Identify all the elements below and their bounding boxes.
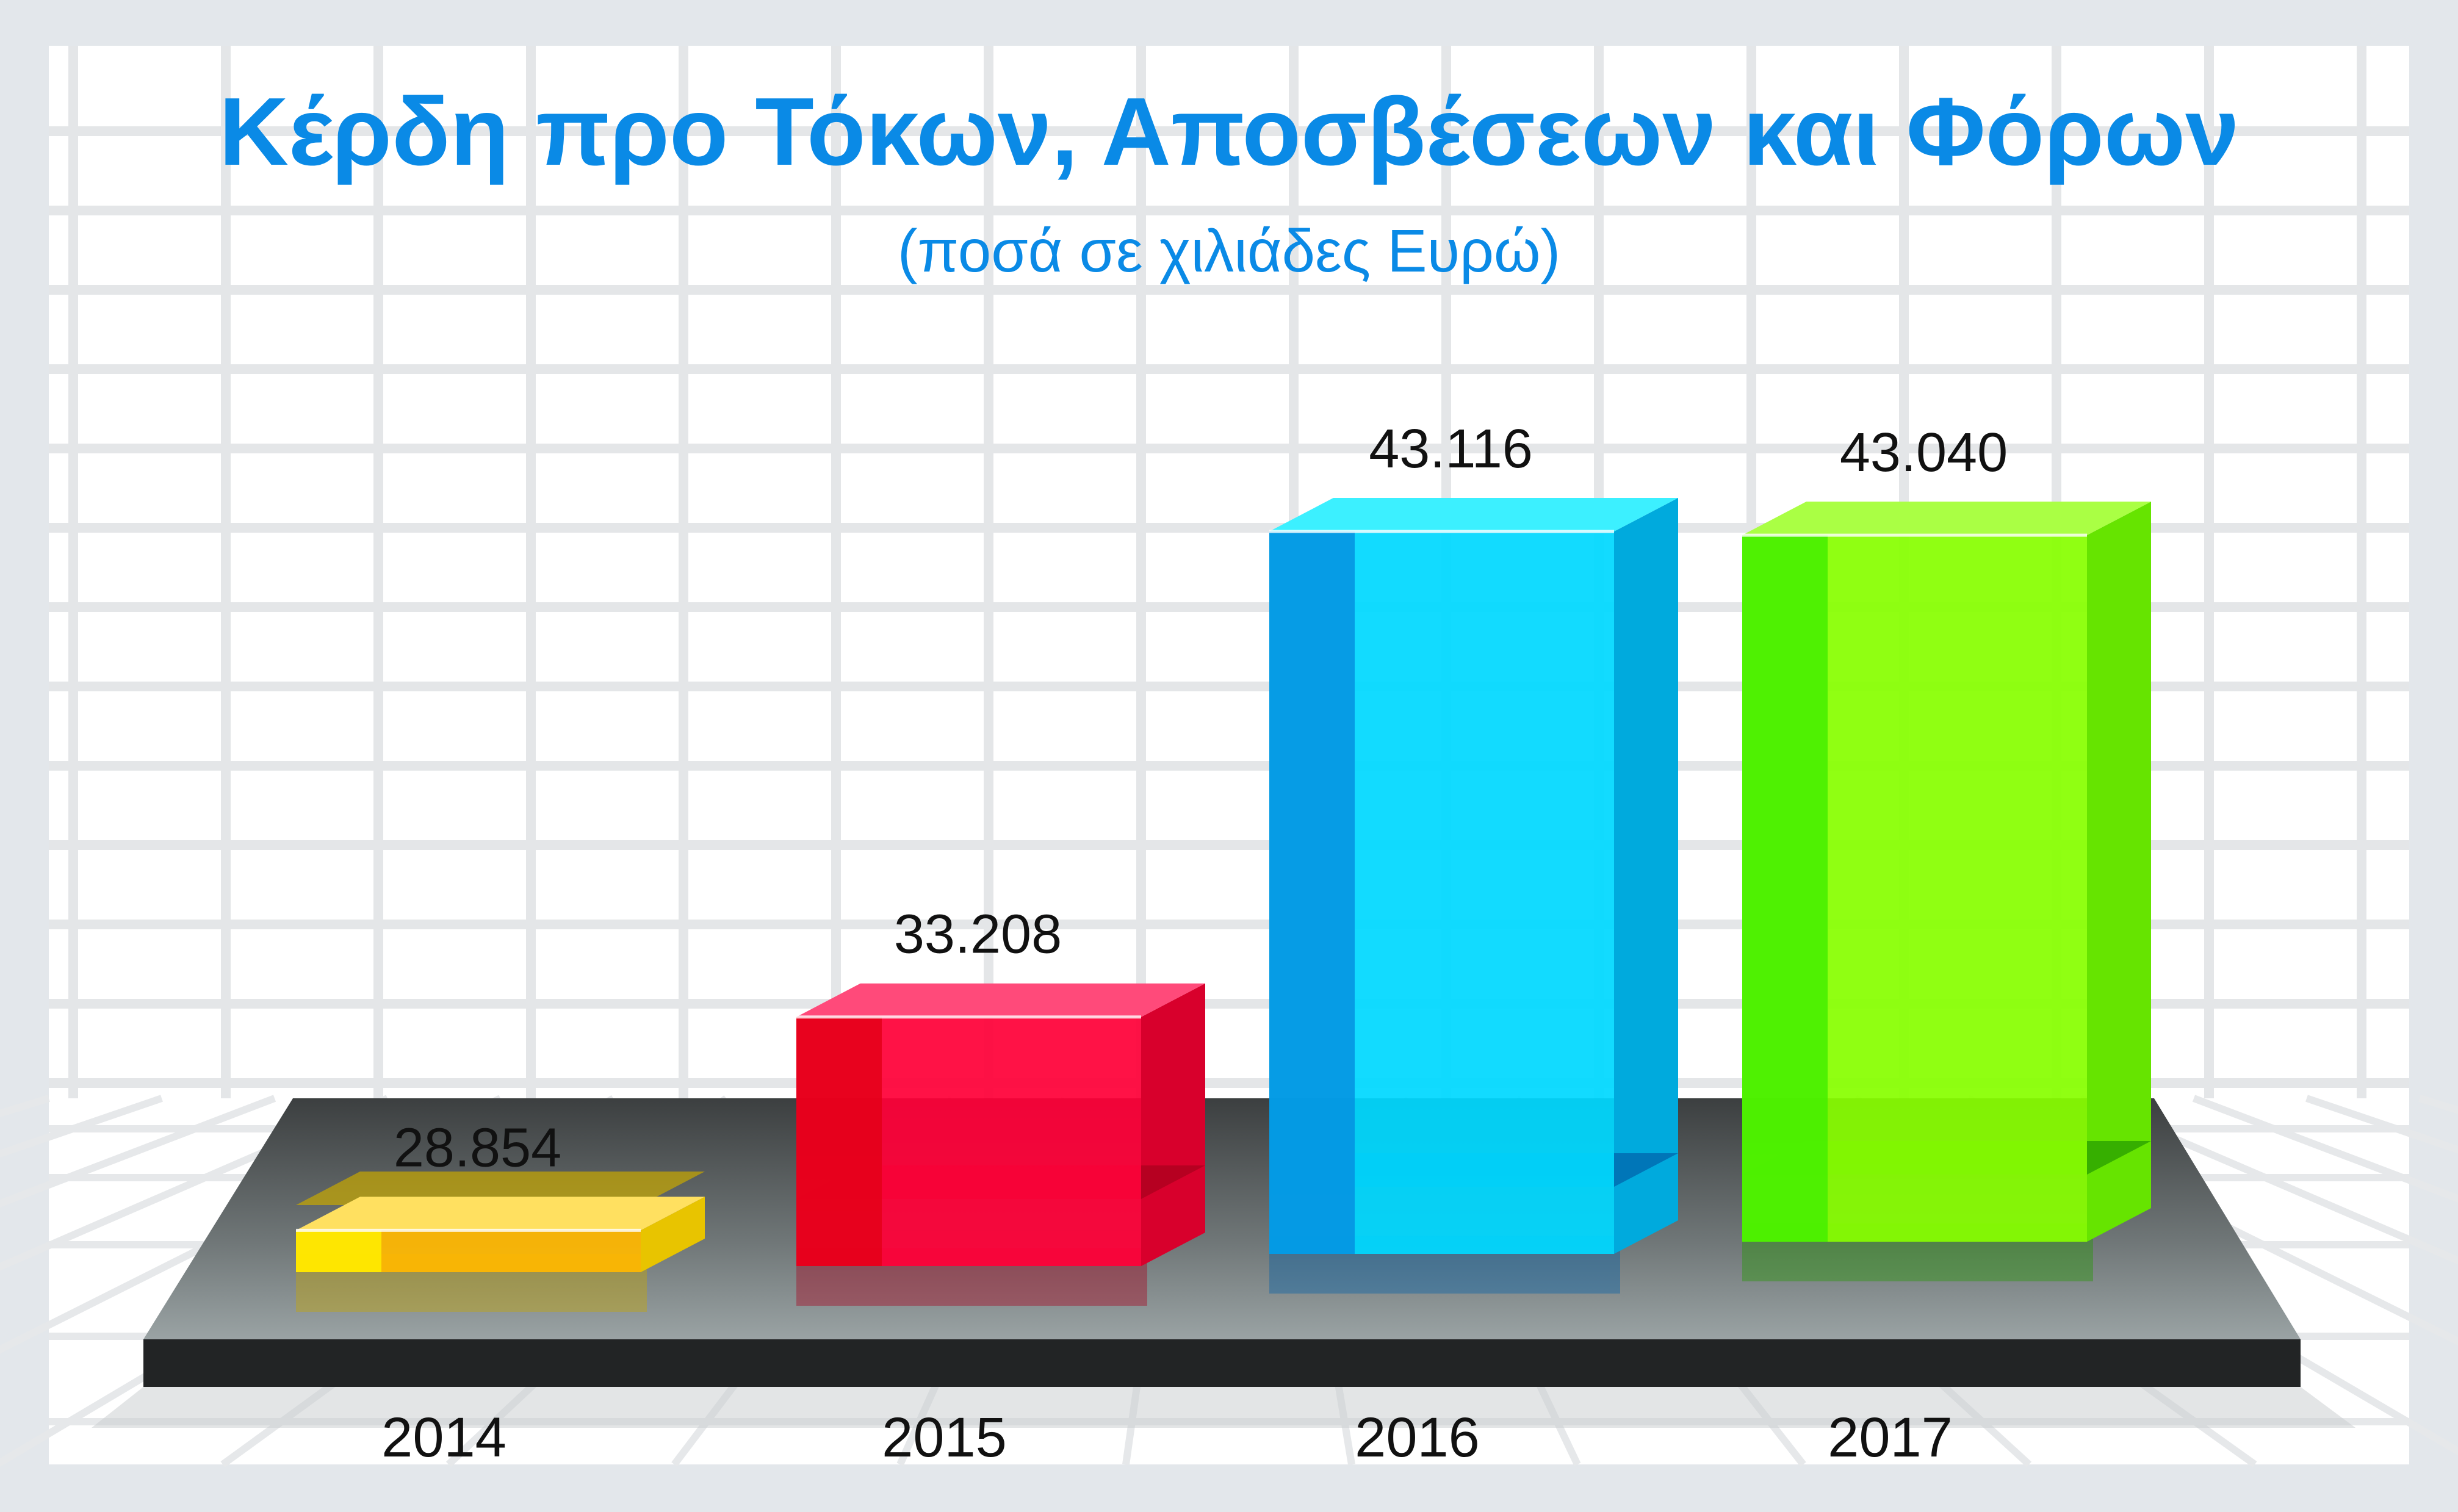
category-label: 2014 xyxy=(381,1406,506,1469)
bar xyxy=(796,983,1205,1306)
bar-side xyxy=(1141,983,1205,1266)
bar-top xyxy=(296,1197,705,1231)
value-label: 28.854 xyxy=(394,1117,561,1178)
bar xyxy=(1742,502,2151,1281)
bar-front-left xyxy=(796,1017,882,1266)
category-label: 2017 xyxy=(1828,1406,1953,1469)
category-labels: 2014 2015 2016 2017 xyxy=(381,1406,1953,1469)
bar-side xyxy=(2087,502,2151,1242)
chart-title: Κέρδη προ Τόκων, Αποσβέσεων και Φόρων xyxy=(219,78,2239,185)
bar-floor xyxy=(296,1172,705,1205)
bar-side xyxy=(1614,497,1678,1254)
value-label: 43.116 xyxy=(1369,419,1533,480)
bar-top xyxy=(1742,502,2151,536)
platform-shadow xyxy=(92,1387,2355,1428)
bar-front-left xyxy=(1269,531,1355,1254)
bar-top xyxy=(796,983,1205,1017)
chart-subtitle: (ποσά σε χιλιάδες Ευρώ) xyxy=(898,217,1560,284)
grid-line-floor xyxy=(0,1095,389,1271)
grid-line-floor xyxy=(0,1095,276,1208)
value-labels: 28.854 33.208 43.116 43.040 xyxy=(394,419,2008,1178)
bar xyxy=(1269,497,1678,1294)
bar-side xyxy=(641,1197,705,1272)
grid-line-floor xyxy=(2418,1095,2458,1114)
bars xyxy=(296,497,2151,1312)
value-label: 33.208 xyxy=(894,904,1062,965)
platform-edge xyxy=(143,1339,2301,1387)
value-label: 43.040 xyxy=(1840,422,2008,483)
bar xyxy=(296,1172,705,1312)
grid-line-floor xyxy=(2079,1095,2458,1265)
bar-front-left xyxy=(296,1230,381,1272)
bar-top xyxy=(1269,497,1678,531)
category-label: 2016 xyxy=(1355,1406,1480,1469)
grid-line-floor xyxy=(2192,1095,2458,1203)
category-label: 2015 xyxy=(882,1406,1007,1469)
bar-front-left xyxy=(1742,535,1828,1242)
